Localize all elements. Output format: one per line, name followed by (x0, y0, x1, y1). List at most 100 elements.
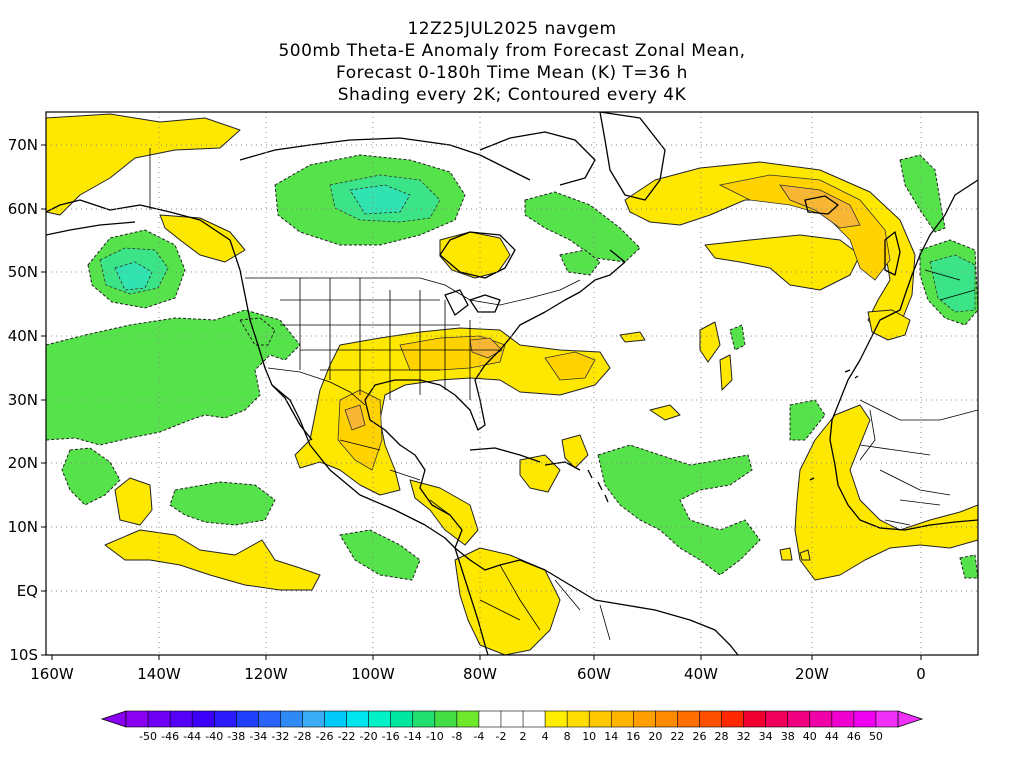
colorbar-swatch (765, 710, 789, 728)
colorbar-swatch (743, 710, 767, 728)
political-borders (149, 148, 978, 641)
colorbar-label: 28 (715, 730, 729, 743)
lat-label: 30N (8, 391, 38, 409)
colorbar-swatch (831, 710, 855, 728)
lon-label: 160W (30, 665, 74, 683)
colorbar-swatch (412, 710, 436, 728)
lon-label: 40W (684, 665, 718, 683)
colorbar-swatch (191, 710, 215, 728)
lon-label: 20W (795, 665, 829, 683)
max-positive-anomaly-shading (344, 184, 861, 431)
colorbar-swatch (566, 710, 590, 728)
colorbar-swatch (633, 710, 656, 728)
negative-anomaly-shading (46, 154, 978, 581)
title-line-3: Forecast 0-180h Time Mean (K) T=36 h (336, 63, 688, 83)
colorbar-swatch (677, 710, 701, 728)
colorbar-swatch (655, 710, 679, 728)
lon-label: 80W (463, 665, 497, 683)
colorbar-swatch (544, 710, 568, 728)
map-frame (45, 111, 979, 656)
colorbar-swatch (875, 710, 899, 728)
colorbar-left-arrow (100, 710, 127, 728)
colorbar-swatch (302, 710, 326, 728)
colorbar-label: -28 (293, 730, 311, 743)
lat-label: 20N (8, 454, 38, 472)
colorbar-swatch (235, 710, 259, 728)
colorbar-label: 10 (582, 730, 596, 743)
colorbar-label: -8 (451, 730, 462, 743)
colorbar-swatch (346, 710, 370, 728)
colorbar-label: 14 (604, 730, 618, 743)
lon-label: 0 (916, 665, 926, 683)
colorbar-label: -2 (495, 730, 506, 743)
lon-label: 140W (137, 665, 181, 683)
lat-label: 50N (8, 263, 38, 281)
colorbar-swatch (169, 710, 193, 728)
colorbar-label: 40 (803, 730, 817, 743)
lon-label: 100W (351, 665, 395, 683)
lat-label: 10S (9, 646, 38, 664)
colorbar-label: -4 (473, 730, 484, 743)
title-line-4: Shading every 2K; Contoured every 4K (337, 85, 687, 105)
colorbar-label: -32 (271, 730, 289, 743)
colorbar-swatch (699, 710, 723, 728)
colorbar-swatch (324, 710, 348, 728)
colorbar-swatch (610, 710, 634, 728)
colorbar: -50 -46 -44 -40 -38 -34 -32 -28 -26 -22 -20 -16 -14-… (100, 710, 924, 743)
strong-negative-anomaly-shading (114, 184, 411, 291)
colorbar-label: -34 (249, 730, 267, 743)
colorbar-label: -16 (382, 730, 400, 743)
lon-label: 120W (244, 665, 288, 683)
axis-ticks (41, 144, 922, 660)
lat-label: 70N (8, 136, 38, 154)
colorbar-label: 8 (564, 730, 571, 743)
colorbar-label: 20 (648, 730, 662, 743)
map-area (46, 112, 978, 655)
colorbar-label: 44 (825, 730, 839, 743)
graticule (46, 112, 978, 655)
map-title: 12Z25JUL2025 navgem 500mb Theta-E Anomal… (0, 18, 1024, 106)
colorbar-swatch (522, 710, 546, 728)
colorbar-label: -22 (338, 730, 356, 743)
colorbar-swatch (390, 710, 414, 728)
colorbar-label: 26 (692, 730, 706, 743)
lat-label: EQ (17, 582, 38, 600)
colorbar-right-arrow (897, 710, 924, 728)
latitude-labels: 70N 60N 50N 40N 30N 20N 10N EQ 10S (8, 136, 38, 664)
lon-label: 60W (577, 665, 611, 683)
colorbar-swatch (213, 710, 237, 728)
colorbar-label: 16 (626, 730, 640, 743)
colorbar-label: -20 (360, 730, 378, 743)
colorbar-label: 2 (520, 730, 527, 743)
colorbar-swatch (787, 710, 811, 728)
title-line-2: 500mb Theta-E Anomaly from Forecast Zona… (278, 41, 746, 61)
colorbar-swatch (721, 710, 745, 728)
colorbar-swatch (368, 710, 392, 728)
colorbar-label: -14 (404, 730, 422, 743)
colorbar-label: 32 (737, 730, 751, 743)
colorbar-label: -46 (161, 730, 179, 743)
longitude-labels: 160W 140W 120W 100W 80W 60W 40W 20W 0 (30, 665, 926, 683)
colorbar-swatch (456, 710, 480, 728)
colorbar-swatch (258, 710, 281, 728)
colorbar-label: 22 (670, 730, 684, 743)
title-line-1: 12Z25JUL2025 navgem (407, 19, 617, 39)
lat-label: 10N (8, 518, 38, 536)
colorbar-label: -10 (426, 730, 444, 743)
colorbar-swatch (588, 710, 612, 728)
lat-label: 40N (8, 327, 38, 345)
colorbar-label: -26 (316, 730, 334, 743)
colorbar-label: 4 (542, 730, 549, 743)
colorbar-swatch (853, 710, 877, 728)
colorbar-swatch (280, 710, 304, 728)
coastlines (46, 112, 978, 655)
colorbar-swatch (809, 710, 833, 728)
colorbar-label: -50 (139, 730, 157, 743)
colorbar-swatch (500, 710, 524, 728)
colorbar-label: -44 (183, 730, 201, 743)
colorbar-label: 46 (847, 730, 861, 743)
colorbar-label: 38 (781, 730, 795, 743)
colorbar-swatch (125, 710, 149, 728)
colorbar-swatch (147, 710, 171, 728)
